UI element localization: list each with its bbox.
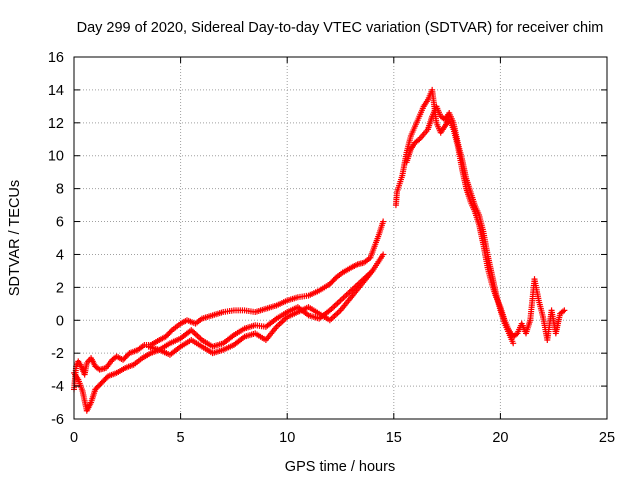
data-point-track-a <box>380 218 387 225</box>
plot-frame <box>73 56 608 420</box>
data-point-track-d <box>561 307 568 314</box>
y-tick-label: 2 <box>56 280 64 296</box>
y-tick-label: 0 <box>56 313 64 329</box>
x-tick-label: 25 <box>599 430 615 446</box>
y-tick-label: 8 <box>56 182 64 198</box>
x-tick-label: 15 <box>386 430 402 446</box>
y-tick-label: 14 <box>48 83 64 99</box>
y-tick-label: -4 <box>51 379 64 395</box>
x-axis: 0 5 10 15 20 25 <box>70 57 615 446</box>
y-tick-label: 12 <box>48 116 64 132</box>
chart-title: Day 299 of 2020, Sidereal Day-to-day VTE… <box>77 20 604 36</box>
y-tick-label: -2 <box>51 346 64 362</box>
y-tick-label: 16 <box>48 50 64 66</box>
data-points <box>71 86 568 414</box>
data-point-track-a <box>167 328 174 335</box>
x-tick-label: 0 <box>70 430 78 446</box>
data-point-track-c <box>369 267 376 274</box>
y-tick-label: 10 <box>48 149 64 165</box>
x-axis-label: GPS time / hours <box>285 459 395 475</box>
y-tick-label: 6 <box>56 215 64 231</box>
data-point-track-b <box>380 251 387 258</box>
x-tick-label: 20 <box>492 430 508 446</box>
y-axis: -6 -4 -2 0 2 4 6 8 10 12 14 16 <box>48 50 607 428</box>
y-tick-label: 4 <box>56 247 64 263</box>
x-tick-label: 10 <box>279 430 295 446</box>
data-point-track-e <box>510 340 517 347</box>
y-tick-label: -6 <box>51 412 64 428</box>
y-axis-label: SDTVAR / TECUs <box>7 180 23 296</box>
grid <box>74 57 607 419</box>
x-tick-label: 5 <box>177 430 185 446</box>
